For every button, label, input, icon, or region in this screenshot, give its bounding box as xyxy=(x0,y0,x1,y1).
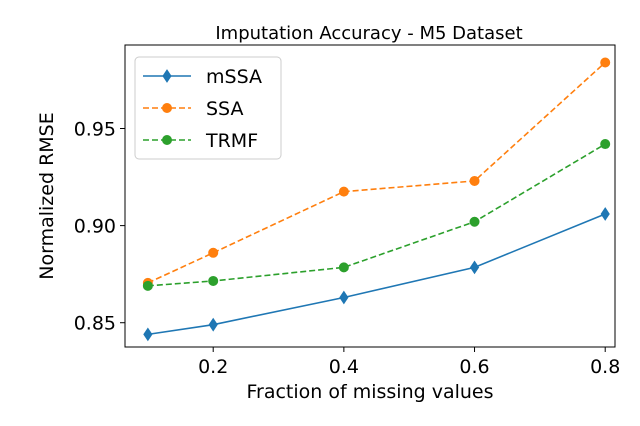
x-axis-label: Fraction of missing values xyxy=(246,381,493,403)
series-mssa xyxy=(143,207,610,342)
x-tick-label: 0.2 xyxy=(198,356,228,378)
data-point-trmf xyxy=(469,216,480,227)
x-tick-label: 0.6 xyxy=(459,356,489,378)
data-point-ssa xyxy=(208,247,219,258)
y-axis: 0.85 0.90 0.95 xyxy=(74,119,125,335)
legend-box xyxy=(134,56,282,160)
legend-entry-trmf: TRMF xyxy=(143,130,258,152)
data-point-ssa xyxy=(600,57,611,68)
data-point-mssa xyxy=(600,207,610,221)
chart-title: Imputation Accuracy - M5 Dataset xyxy=(215,23,522,44)
legend-marker xyxy=(162,69,172,83)
y-axis-label: Normalized RMSE xyxy=(36,112,58,279)
plot-frame xyxy=(124,44,616,348)
legend: mSSA SSA TRMF xyxy=(134,56,282,160)
data-point-ssa xyxy=(469,175,480,186)
x-axis: 0.2 0.4 0.6 0.8 xyxy=(198,347,620,378)
legend-label: mSSA xyxy=(206,66,262,88)
data-point-trmf xyxy=(208,275,219,286)
data-point-ssa xyxy=(338,186,349,197)
data-point-trmf xyxy=(338,262,349,273)
legend-marker xyxy=(162,135,172,145)
data-point-mssa xyxy=(208,317,218,332)
plot-area xyxy=(142,57,611,342)
data-point-trmf xyxy=(142,280,153,291)
data-point-trmf xyxy=(600,139,611,150)
legend-label: SSA xyxy=(206,98,243,120)
y-tick-label: 0.95 xyxy=(74,119,116,141)
data-point-mssa xyxy=(469,260,480,275)
y-tick-label: 0.85 xyxy=(74,313,116,335)
legend-marker xyxy=(162,103,172,113)
data-point-mssa xyxy=(339,290,349,305)
y-tick-label: 0.90 xyxy=(74,216,116,238)
legend-label: TRMF xyxy=(205,130,258,152)
series-line-mssa xyxy=(147,213,606,336)
series-line-trmf xyxy=(147,143,606,287)
series-trmf xyxy=(142,139,611,291)
legend-entry-mssa: mSSA xyxy=(143,66,262,88)
data-point-mssa xyxy=(143,327,153,342)
x-tick-label: 0.4 xyxy=(329,356,359,378)
legend-entry-ssa: SSA xyxy=(143,98,243,120)
x-tick-label: 0.8 xyxy=(590,356,620,378)
